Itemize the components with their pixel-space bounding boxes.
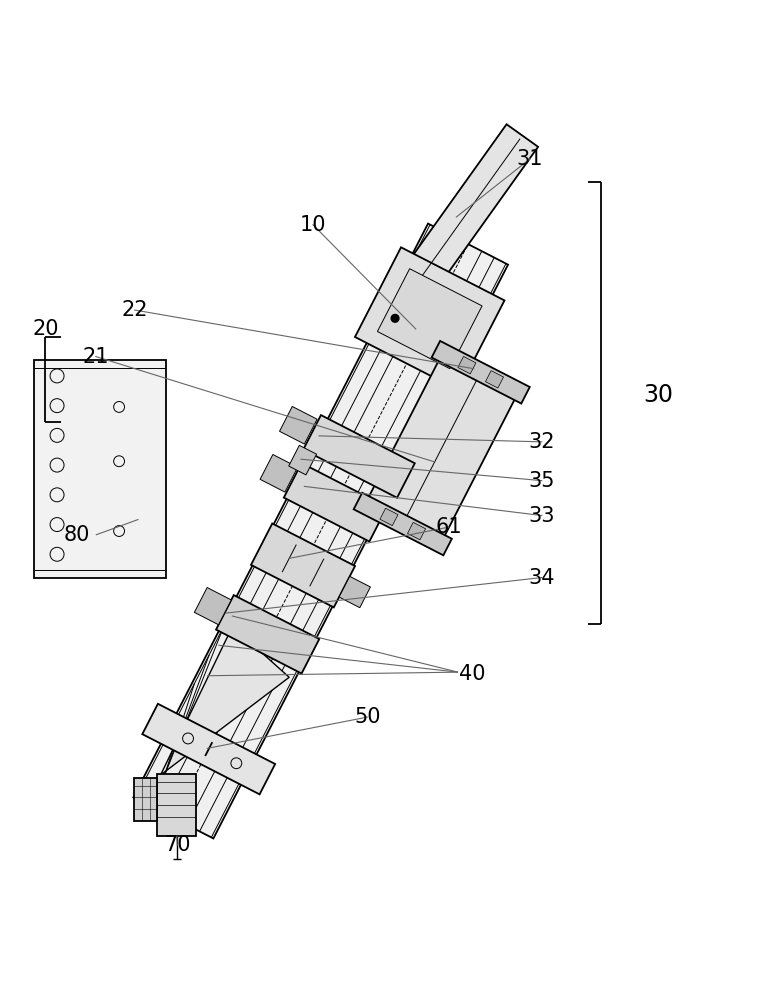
Text: 22: 22 — [121, 300, 148, 320]
Polygon shape — [134, 778, 157, 821]
Polygon shape — [251, 523, 355, 607]
Polygon shape — [354, 493, 452, 555]
Text: 50: 50 — [354, 707, 380, 727]
Polygon shape — [142, 704, 275, 794]
Text: 35: 35 — [529, 471, 555, 491]
Text: 10: 10 — [300, 215, 326, 235]
Polygon shape — [458, 356, 476, 374]
Polygon shape — [355, 247, 505, 390]
Polygon shape — [390, 124, 538, 310]
Polygon shape — [365, 353, 519, 543]
Text: 34: 34 — [529, 568, 555, 588]
Polygon shape — [339, 576, 370, 608]
Text: 32: 32 — [529, 432, 555, 452]
Text: 40: 40 — [458, 664, 485, 684]
Polygon shape — [432, 341, 530, 404]
Polygon shape — [486, 371, 504, 388]
Text: 80: 80 — [63, 525, 90, 545]
Circle shape — [391, 314, 399, 322]
Polygon shape — [157, 774, 196, 836]
Polygon shape — [134, 224, 508, 838]
Text: 61: 61 — [435, 517, 462, 537]
Polygon shape — [260, 454, 298, 492]
Text: 33: 33 — [529, 506, 555, 526]
Polygon shape — [377, 269, 482, 369]
Polygon shape — [161, 626, 289, 775]
Polygon shape — [34, 360, 166, 578]
Polygon shape — [284, 463, 387, 542]
Text: 21: 21 — [83, 347, 109, 367]
Polygon shape — [280, 406, 317, 444]
Polygon shape — [303, 415, 415, 498]
Text: 70: 70 — [164, 835, 191, 855]
Text: 30: 30 — [643, 383, 673, 407]
Text: 20: 20 — [32, 319, 59, 339]
Polygon shape — [289, 445, 316, 475]
Polygon shape — [380, 508, 398, 526]
Polygon shape — [194, 588, 231, 625]
Polygon shape — [216, 595, 319, 674]
Polygon shape — [408, 522, 426, 540]
Text: 31: 31 — [517, 149, 544, 169]
